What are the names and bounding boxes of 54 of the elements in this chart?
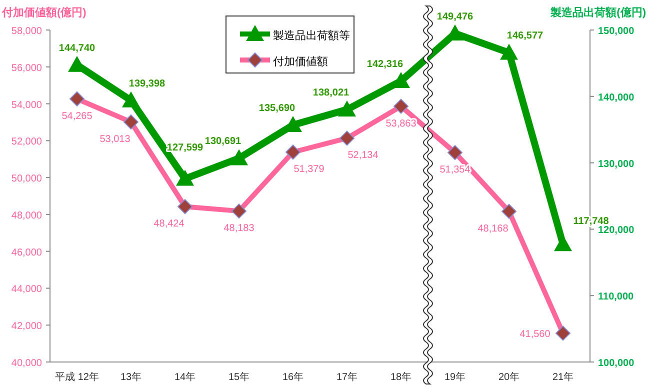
data-label: 53,863 xyxy=(386,118,417,130)
y-tick-label: 40,000 xyxy=(11,358,42,369)
y-tick-label: 56,000 xyxy=(11,62,42,74)
data-label: 117,748 xyxy=(573,216,610,228)
data-label: 48,168 xyxy=(478,223,509,234)
x-tick-label: 14年 xyxy=(174,371,196,383)
y2-axis-title: 製造品出荷額(億円) xyxy=(550,6,646,19)
data-label: 127,599 xyxy=(166,142,204,154)
y-tick-label: 48,000 xyxy=(11,210,42,222)
x-tick-label: 15年 xyxy=(228,371,250,383)
legend-label: 付加価値額 xyxy=(273,55,328,68)
data-label: 41,560 xyxy=(520,329,551,340)
x-tick-label: 19年 xyxy=(444,371,466,383)
x-tick-label: 21年 xyxy=(552,371,574,383)
point xyxy=(230,149,248,166)
y2-tick-label: 130,000 xyxy=(598,158,635,170)
x-tick-label: 平成 12年 xyxy=(55,371,99,383)
y-tick-label: 52,000 xyxy=(11,136,42,148)
data-label: 139,398 xyxy=(128,78,166,90)
data-label: 135,690 xyxy=(258,103,296,114)
y-tick-label: 58,000 xyxy=(11,26,42,37)
x-tick-label: 16年 xyxy=(282,371,304,383)
y2-tick-label: 100,000 xyxy=(598,358,635,369)
data-label: 52,134 xyxy=(348,150,379,162)
y-tick-label: 50,000 xyxy=(11,174,42,185)
data-label: 144,740 xyxy=(58,42,96,54)
data-label: 53,013 xyxy=(100,134,131,145)
point xyxy=(176,170,194,186)
data-label: 48,424 xyxy=(154,218,185,230)
y-tick-label: 44,000 xyxy=(11,284,42,296)
x-tick-label: 17年 xyxy=(336,371,358,383)
point xyxy=(122,91,140,108)
y-tick-label: 42,000 xyxy=(11,321,42,332)
data-label: 51,379 xyxy=(294,164,325,176)
y-axis-title: 付加価値額(億円) xyxy=(1,6,87,19)
data-label: 149,476 xyxy=(436,11,474,22)
y-tick-label: 46,000 xyxy=(11,247,42,258)
y2-tick-label: 140,000 xyxy=(598,92,635,104)
data-label: 142,316 xyxy=(366,59,404,70)
y2-tick-label: 120,000 xyxy=(598,225,635,236)
y2-tick-label: 110,000 xyxy=(598,292,634,303)
data-label: 138,021 xyxy=(312,88,350,99)
x-tick-label: 20年 xyxy=(498,371,520,383)
x-tick-label: 13年 xyxy=(120,371,142,383)
x-tick-label: 18年 xyxy=(390,371,412,383)
y2-tick-label: 150,000 xyxy=(598,26,635,37)
data-label: 48,183 xyxy=(224,223,255,234)
legend-label: 製造品出荷額等 xyxy=(273,29,350,42)
data-label: 130,691 xyxy=(204,136,242,148)
point xyxy=(338,100,356,117)
point xyxy=(500,44,518,60)
data-label: 146,577 xyxy=(506,30,544,42)
data-label: 54,265 xyxy=(62,110,93,122)
y-tick-label: 54,000 xyxy=(11,100,42,111)
